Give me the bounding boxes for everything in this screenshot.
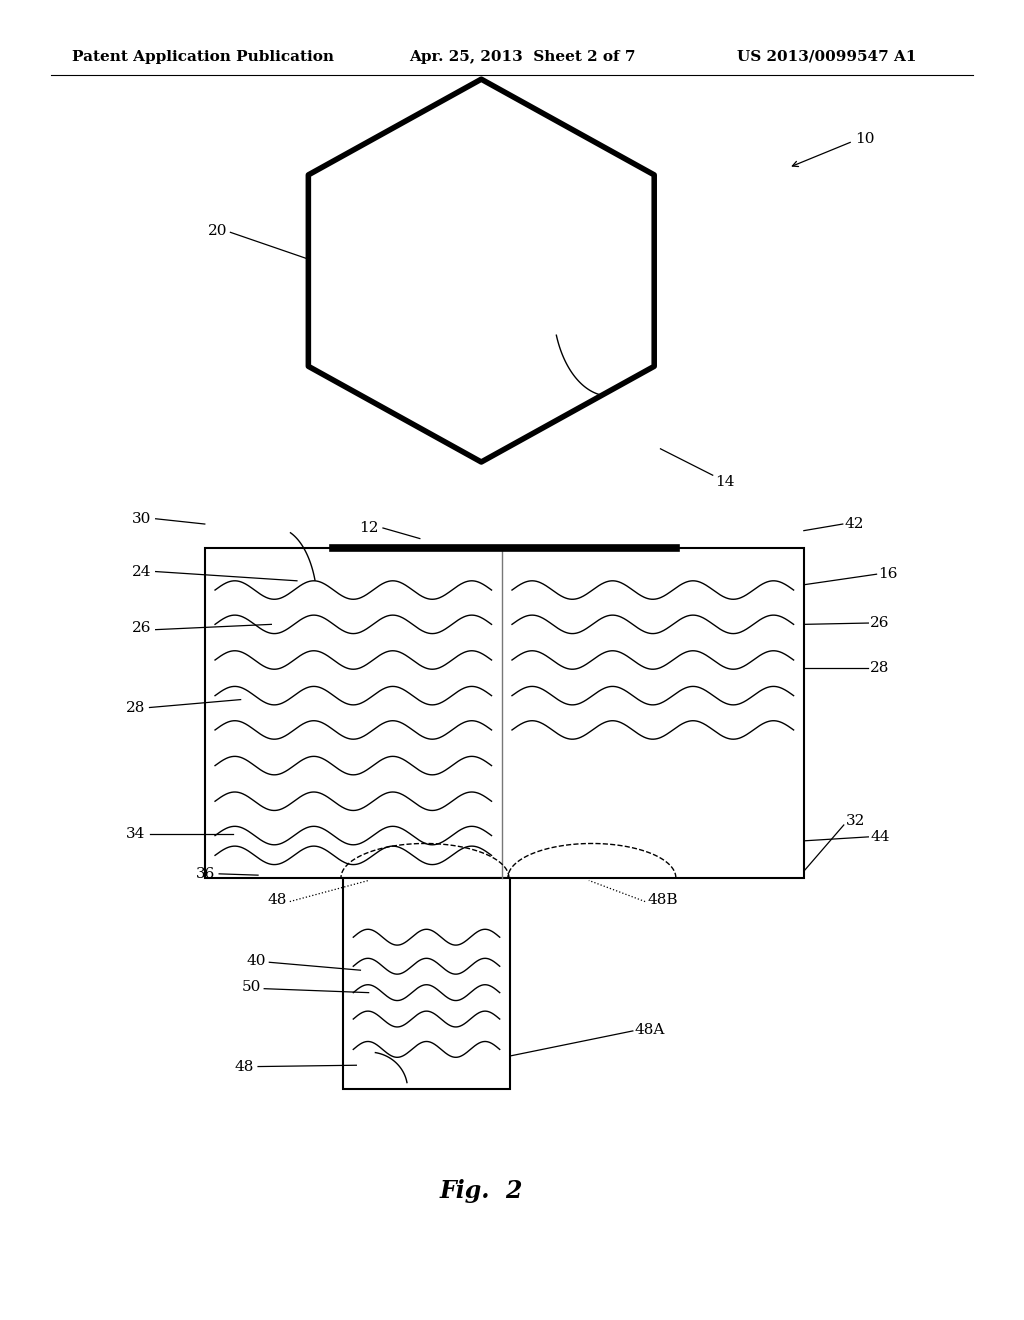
Text: Fig.  2: Fig. 2 [439,1179,523,1203]
Text: 42: 42 [845,517,864,531]
Text: Patent Application Publication: Patent Application Publication [72,50,334,63]
Text: 36: 36 [196,867,215,880]
Text: 50: 50 [242,981,261,994]
Text: 44: 44 [870,830,890,843]
Text: 48A: 48A [635,1023,666,1036]
Text: 48: 48 [234,1060,254,1073]
Text: 40: 40 [247,954,266,968]
Polygon shape [308,79,654,462]
Text: 48B: 48B [647,894,678,907]
Text: Apr. 25, 2013  Sheet 2 of 7: Apr. 25, 2013 Sheet 2 of 7 [410,50,636,63]
Text: 26: 26 [870,616,890,630]
Text: 16: 16 [879,568,898,581]
Text: 12: 12 [359,521,379,535]
Text: 32: 32 [846,814,865,828]
Text: 28: 28 [870,661,890,675]
Text: 26: 26 [132,622,152,635]
Text: 20: 20 [208,224,227,238]
Text: 28: 28 [126,701,145,714]
Text: 34: 34 [126,828,145,841]
Text: 14: 14 [715,475,734,488]
Text: 10: 10 [855,132,874,145]
Polygon shape [343,878,510,1089]
Polygon shape [205,548,804,878]
Text: 48: 48 [267,894,287,907]
Text: 30: 30 [132,512,152,525]
Text: 24: 24 [132,565,152,578]
Text: US 2013/0099547 A1: US 2013/0099547 A1 [737,50,916,63]
